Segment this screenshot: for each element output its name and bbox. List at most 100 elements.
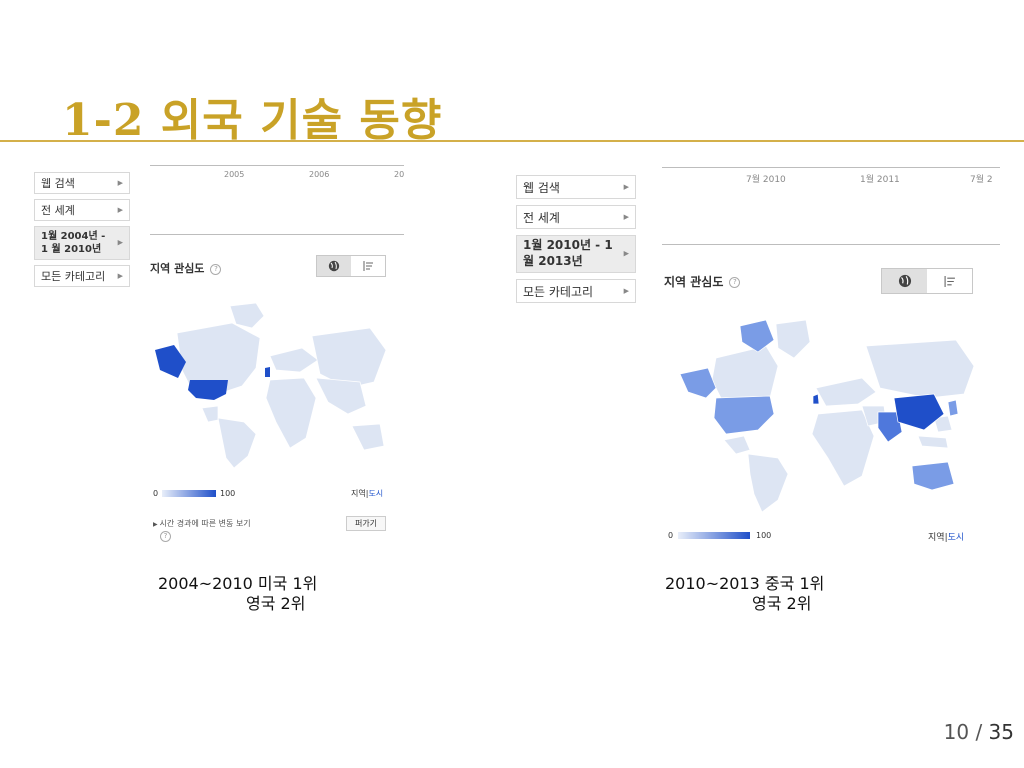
- filter-label: 웹 검색: [41, 177, 75, 190]
- map-region-india: [877, 411, 903, 443]
- filter-date-range[interactable]: 1월 2010년 - 1 월 2013년 ▶: [516, 235, 636, 273]
- list-icon[interactable]: [351, 256, 385, 276]
- triangle-right-icon: ▶: [623, 249, 629, 258]
- map-region-canada: [176, 322, 261, 395]
- map-region-uk: [265, 367, 270, 377]
- triangle-right-icon: ▶: [153, 521, 160, 528]
- filter-label: 모든 카테고리: [523, 284, 594, 299]
- map-region-alaska: [155, 345, 186, 378]
- section-title-text: 지역 관심도: [150, 262, 205, 275]
- filter-label: 1월 2010년 - 1 월 2013년: [523, 238, 613, 268]
- page-number: 10 / 35: [944, 720, 1014, 744]
- map-region-russia: [865, 339, 975, 399]
- scale-min: 0: [668, 531, 674, 540]
- map-region-south-asia: [315, 377, 367, 415]
- region-city-switch: 지역|도시: [928, 530, 964, 543]
- filter-search-type[interactable]: 웹 검색 ▶: [516, 175, 636, 199]
- timeline-axis: [150, 165, 404, 166]
- region-separator: |: [365, 489, 369, 498]
- timeline-tick: 7월 2010: [746, 175, 786, 185]
- city-tab[interactable]: 도시: [947, 533, 965, 543]
- section-title-text: 지역 관심도: [664, 275, 724, 289]
- triangle-right-icon: ▶: [117, 179, 123, 187]
- embed-button[interactable]: 퍼가기: [346, 516, 386, 531]
- filter-region[interactable]: 전 세계 ▶: [516, 205, 636, 229]
- timeline-tick: 7월 2: [970, 175, 993, 185]
- region-tab[interactable]: 지역: [928, 533, 945, 543]
- section-divider: [662, 244, 1000, 245]
- map-region-russia-asia: [311, 327, 387, 389]
- time-change-link[interactable]: ▶ 시간 경과에 따른 변동 보기: [153, 518, 251, 529]
- triangle-right-icon: ▶: [117, 238, 123, 247]
- map-region-greenland: [775, 319, 811, 359]
- help-glyph: ?: [160, 531, 171, 542]
- filter-date-range[interactable]: 1월 2004년 - 1 월 2010년 ▶: [34, 226, 130, 260]
- help-icon[interactable]: ?: [210, 263, 222, 275]
- scale-max: 100: [756, 531, 772, 540]
- filter-category[interactable]: 모든 카테고리 ▶: [516, 279, 636, 303]
- scale-min: 0: [153, 489, 159, 498]
- filter-label: 전 세계: [41, 204, 75, 217]
- map-region-uk: [812, 393, 820, 405]
- triangle-right-icon: ▶: [623, 213, 629, 221]
- view-toggle: [881, 268, 973, 294]
- map-region-greenland: [229, 302, 265, 329]
- world-map: [679, 319, 975, 513]
- title-divider: [0, 140, 1024, 142]
- globe-icon[interactable]: [882, 269, 927, 293]
- section-title: 지역 관심도?: [150, 260, 222, 276]
- map-region-south-america: [217, 417, 257, 469]
- scale-max: 100: [220, 489, 236, 498]
- region-city-switch: 지역|도시: [351, 488, 383, 499]
- region-separator: |: [944, 533, 948, 543]
- map-region-africa: [265, 377, 317, 449]
- triangle-right-icon: ▶: [117, 272, 123, 280]
- section-divider: [150, 234, 404, 235]
- map-region-canada-arctic: [739, 319, 775, 353]
- left-caption-line2: 영국 2위: [246, 594, 306, 613]
- triangle-right-icon: ▶: [623, 183, 629, 191]
- right-caption-line1: 2010~2013 중국 1위: [665, 574, 825, 593]
- timeline-tick: 1월 2011: [860, 175, 900, 185]
- map-region-alaska: [679, 367, 717, 399]
- region-tab[interactable]: 지역: [351, 489, 366, 498]
- map-region-africa: [811, 409, 875, 487]
- page-separator: /: [975, 720, 983, 744]
- map-region-indonesia: [917, 435, 949, 449]
- world-map: [155, 302, 387, 469]
- timeline-tick: 2006: [309, 170, 330, 179]
- timeline-tick: 2005: [224, 170, 245, 179]
- help-icon[interactable]: ?: [160, 531, 171, 542]
- map-region-central-america: [201, 405, 219, 423]
- scale-gradient: [678, 532, 750, 539]
- page-total: 35: [988, 720, 1014, 744]
- map-region-central-america: [723, 435, 751, 455]
- filter-search-type[interactable]: 웹 검색 ▶: [34, 172, 130, 194]
- right-caption-line2: 영국 2위: [752, 594, 812, 613]
- list-icon[interactable]: [927, 269, 972, 293]
- slide-title: 1-2 외국 기술 동향: [62, 95, 443, 146]
- map-region-japan: [947, 399, 959, 417]
- scale-gradient: [162, 490, 216, 497]
- globe-icon[interactable]: [317, 256, 351, 276]
- map-region-europe: [815, 377, 877, 407]
- map-region-usa: [713, 395, 775, 435]
- view-toggle: [316, 255, 386, 277]
- help-icon[interactable]: ?: [729, 277, 741, 288]
- map-region-south-america: [747, 453, 789, 513]
- left-caption-line1: 2004~2010 미국 1위: [158, 574, 318, 593]
- filter-label: 1월 2004년 - 1 월 2010년: [41, 231, 106, 255]
- city-tab[interactable]: 도시: [368, 489, 384, 498]
- filter-label: 웹 검색: [523, 180, 560, 195]
- triangle-right-icon: ▶: [623, 287, 629, 295]
- filter-category[interactable]: 모든 카테고리 ▶: [34, 265, 130, 287]
- map-region-australia: [351, 423, 385, 451]
- page-current: 10: [943, 720, 970, 744]
- filter-region[interactable]: 전 세계 ▶: [34, 199, 130, 221]
- filter-label: 모든 카테고리: [41, 270, 106, 283]
- filter-label: 전 세계: [523, 210, 560, 225]
- timeline-axis: [662, 167, 1000, 168]
- map-region-philippines: [933, 415, 953, 433]
- section-title: 지역 관심도?: [664, 273, 741, 290]
- map-region-australia: [911, 461, 955, 491]
